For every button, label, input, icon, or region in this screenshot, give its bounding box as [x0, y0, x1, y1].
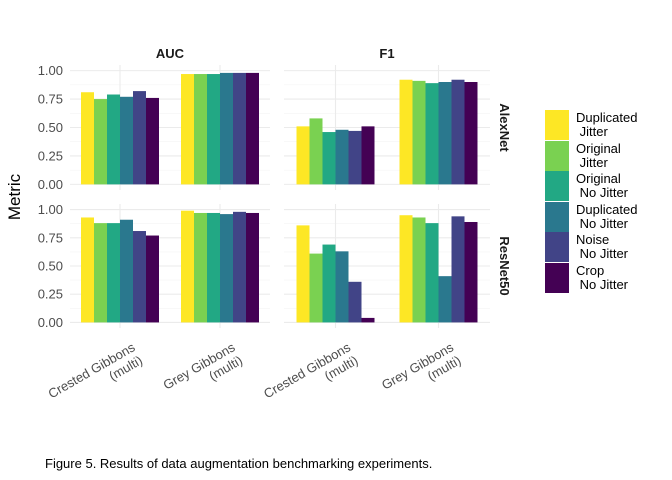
bar: [94, 223, 107, 323]
bar: [233, 72, 246, 185]
bar: [399, 215, 413, 323]
facet-strip-col-label: AUC: [156, 46, 185, 61]
bar: [438, 276, 452, 323]
legend-item: Noise No Jitter: [545, 232, 637, 262]
legend-label: Original Jitter: [576, 140, 621, 170]
bar: [220, 214, 233, 323]
bar: [464, 221, 478, 323]
legend-swatch: [545, 140, 569, 171]
facet-strip-col-label: F1: [379, 46, 394, 61]
x-tick-label: Crested Gibbons(multi): [261, 339, 361, 414]
bar: [361, 317, 375, 323]
legend-label: Duplicated No Jitter: [576, 201, 638, 231]
x-tick-label: Crested Gibbons(multi): [46, 339, 146, 414]
bar: [438, 82, 452, 185]
legend-item: Original Jitter: [545, 140, 637, 171]
facet-strip-row-label: ResNet50: [497, 236, 512, 295]
y-axis-title: Metric: [5, 173, 24, 220]
bar: [412, 217, 426, 323]
y-tick-label: 0.25: [38, 287, 63, 302]
bar: [133, 231, 146, 323]
legend-swatch: [545, 171, 569, 201]
legend: Duplicated Jitter Original Jitter Original…: [545, 110, 637, 293]
legend-label: Noise No Jitter: [576, 232, 629, 261]
bar: [107, 94, 120, 185]
legend-item: Duplicated Jitter: [545, 110, 637, 140]
legend-label: Crop No Jitter: [576, 262, 629, 292]
legend-item: Original No Jitter: [545, 171, 637, 201]
bar: [194, 74, 207, 185]
bar: [194, 212, 207, 323]
bar: [348, 281, 362, 323]
bar: [133, 91, 146, 185]
legend-swatch: [545, 110, 569, 140]
bar: [220, 72, 233, 185]
bar: [399, 79, 413, 185]
bar: [233, 211, 246, 323]
y-tick-label: 0.00: [38, 315, 63, 330]
bar: [81, 92, 94, 185]
bar: [451, 79, 465, 185]
bar: [207, 74, 220, 185]
bar: [296, 225, 310, 323]
bar: [181, 210, 194, 323]
bar: [309, 253, 323, 323]
y-tick-label: 1.00: [38, 63, 63, 78]
legend-item: Duplicated No Jitter: [545, 201, 638, 232]
bar: [451, 216, 465, 323]
bar: [335, 129, 349, 185]
bar: [246, 212, 259, 323]
bar: [246, 72, 259, 185]
legend-swatch: [545, 201, 569, 232]
legend-swatch: [545, 262, 569, 293]
bar: [309, 118, 323, 185]
bar: [412, 80, 426, 185]
bar: [322, 244, 336, 323]
y-tick-label: 0.25: [38, 148, 63, 163]
bar: [207, 212, 220, 323]
bar: [120, 219, 133, 323]
y-tick-label: 0.75: [38, 92, 63, 107]
x-tick-label: Grey Gibbons(multi): [379, 339, 464, 405]
bar: [81, 217, 94, 323]
y-tick-label: 0.50: [38, 120, 63, 135]
bar: [146, 235, 159, 323]
bar: [322, 132, 336, 185]
bar: [146, 97, 159, 185]
bar: [361, 126, 375, 185]
x-tick-label: Grey Gibbons(multi): [161, 339, 246, 405]
bar: [296, 126, 310, 185]
bar: [425, 83, 439, 185]
legend-label: Duplicated Jitter: [576, 110, 638, 139]
bar: [120, 96, 133, 185]
bar: [107, 223, 120, 323]
bar: [335, 251, 349, 323]
figure-caption: Figure 5. Results of data augmentation b…: [45, 456, 433, 471]
legend-label: Original No Jitter: [576, 171, 629, 200]
bar: [348, 130, 362, 185]
bar: [464, 82, 478, 185]
legend-swatch: [545, 232, 569, 262]
y-tick-label: 0.50: [38, 259, 63, 274]
bar: [425, 223, 439, 323]
facet-strip-row-label: AlexNet: [497, 103, 512, 152]
legend-item: Crop No Jitter: [545, 262, 637, 293]
y-tick-label: 0.75: [38, 230, 63, 245]
bar: [94, 99, 107, 185]
y-tick-label: 1.00: [38, 202, 63, 217]
y-tick-label: 0.00: [38, 177, 63, 192]
bar: [181, 74, 194, 185]
